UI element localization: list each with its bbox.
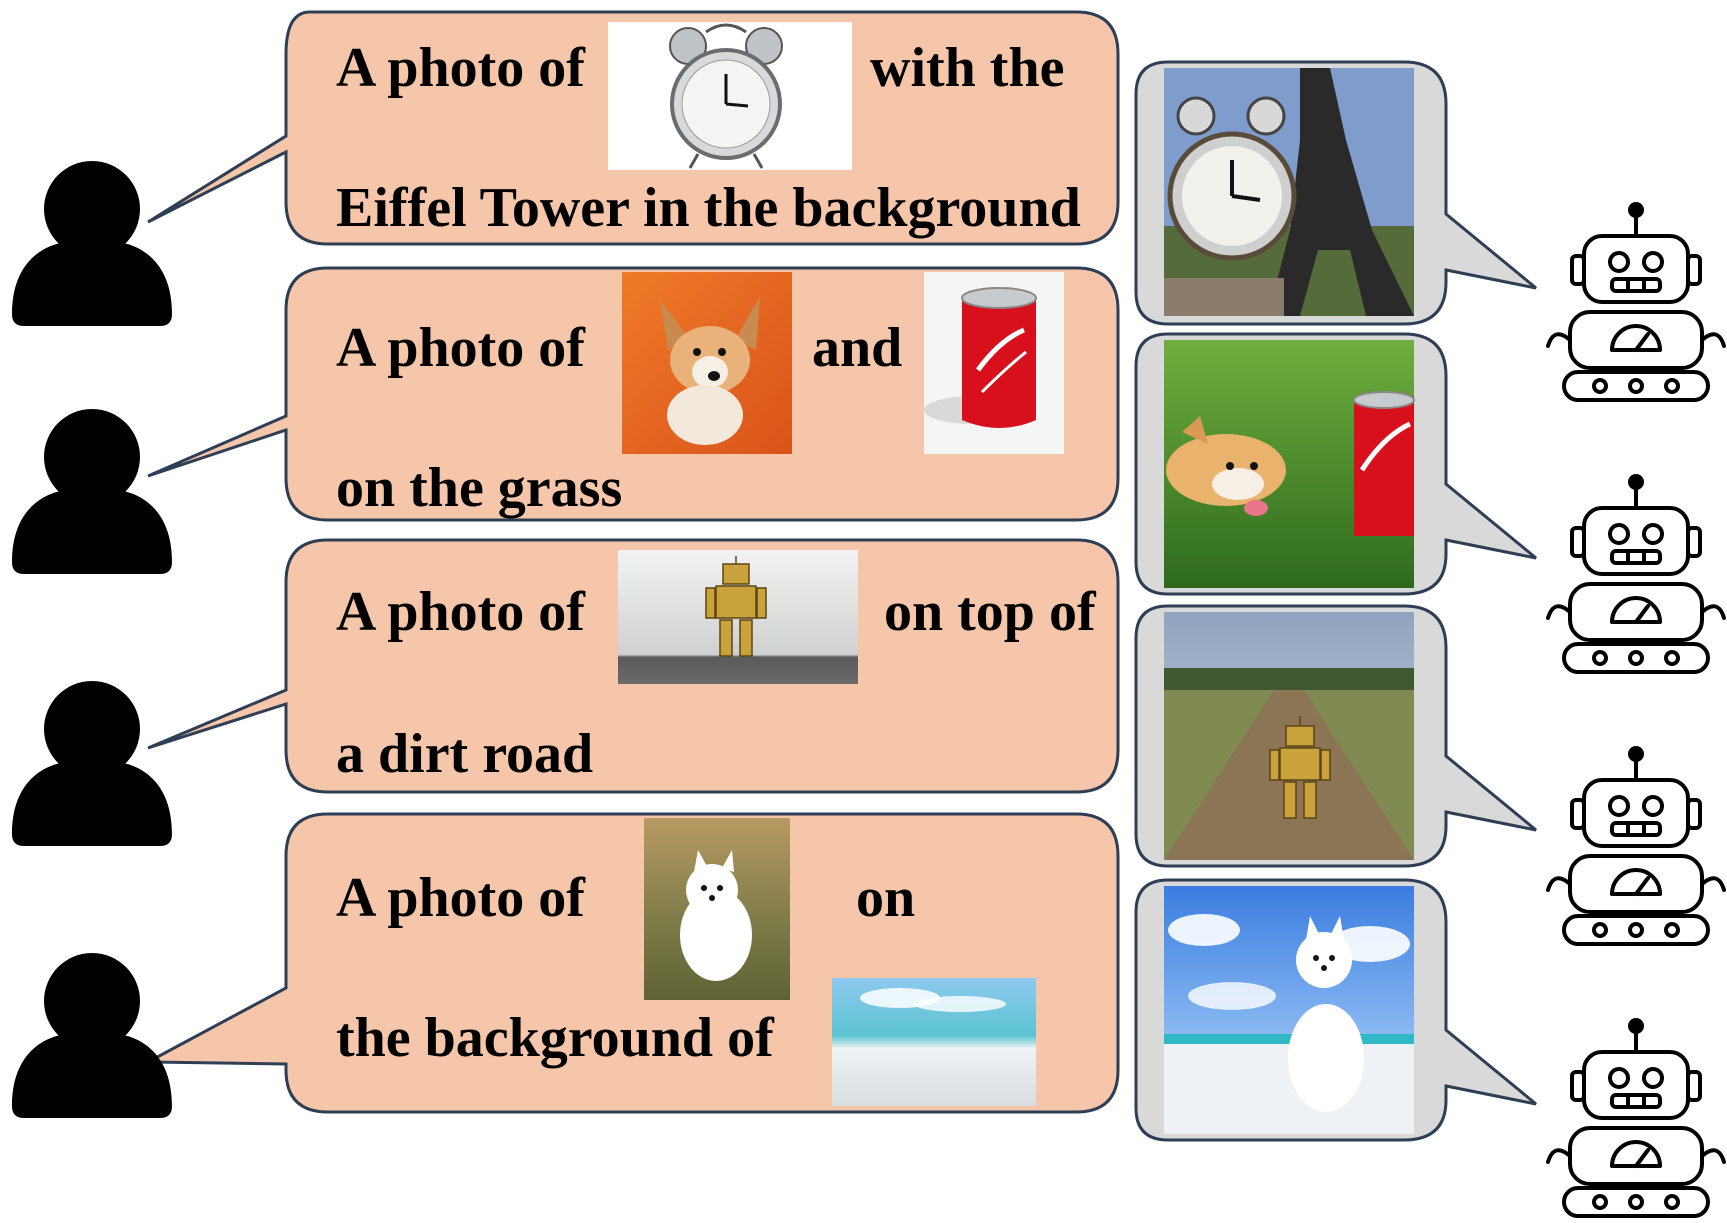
prompt-1-part-1: A photo of xyxy=(336,37,585,99)
robot-icon xyxy=(1546,1018,1726,1218)
white-dog-on-beach-photo xyxy=(1164,886,1414,1134)
alarm-clock-eiffel-tower-photo xyxy=(1164,68,1414,316)
person-icon xyxy=(12,681,172,846)
robot-icons xyxy=(1546,202,1726,1218)
prompt-1-part-3: Eiffel Tower in the background xyxy=(336,177,1081,239)
golden-robot-toy-photo xyxy=(618,550,858,684)
robot-toy-on-dirt-road-photo xyxy=(1164,612,1414,860)
person-icons xyxy=(12,161,172,1118)
prompt-1-part-2: with the xyxy=(870,37,1065,99)
corgi-puppy-photo xyxy=(622,272,792,454)
robot-icon xyxy=(1546,474,1726,674)
prompt-2-part-1: A photo of xyxy=(336,317,585,379)
white-beach-photo xyxy=(832,978,1036,1106)
coca-cola-can-photo xyxy=(924,272,1064,454)
prompt-2-part-2: and xyxy=(812,317,903,379)
prompt-3-part-2: on top of xyxy=(884,581,1096,643)
person-icon xyxy=(12,409,172,574)
alarm-clock-photo xyxy=(608,22,852,170)
prompt-4-part-1: A photo of xyxy=(336,867,585,929)
robot-icon xyxy=(1546,746,1726,946)
white-spitz-dog-photo xyxy=(644,818,790,1000)
prompt-3-part-3: a dirt road xyxy=(336,723,594,785)
person-icon xyxy=(12,953,172,1118)
prompt-3-part-1: A photo of xyxy=(336,581,585,643)
robot-icon xyxy=(1546,202,1726,402)
prompt-2-part-3: on the grass xyxy=(336,457,623,519)
corgi-and-cola-can-on-grass-photo xyxy=(1164,340,1415,588)
prompt-4-part-3: the background of xyxy=(336,1007,774,1069)
prompt-4-part-2: on xyxy=(856,867,916,929)
person-icon xyxy=(12,161,172,326)
